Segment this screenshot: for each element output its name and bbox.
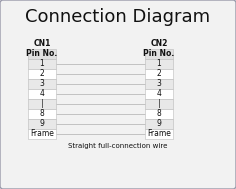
Text: CN2: CN2 xyxy=(150,39,168,47)
Bar xyxy=(28,129,56,139)
Text: 2: 2 xyxy=(40,70,44,78)
Text: 8: 8 xyxy=(157,109,161,119)
Bar xyxy=(145,129,173,139)
Text: 1: 1 xyxy=(40,60,44,68)
Bar xyxy=(28,49,56,59)
Bar xyxy=(145,109,173,119)
Text: 3: 3 xyxy=(156,80,161,88)
Text: Connection Diagram: Connection Diagram xyxy=(25,8,211,26)
Text: Straight full-connection wire: Straight full-connection wire xyxy=(68,143,168,149)
Bar xyxy=(28,89,56,99)
Text: 9: 9 xyxy=(40,119,44,129)
Text: 4: 4 xyxy=(40,90,44,98)
Text: |: | xyxy=(158,99,160,108)
Text: 2: 2 xyxy=(157,70,161,78)
Text: Frame: Frame xyxy=(30,129,54,139)
Text: 8: 8 xyxy=(40,109,44,119)
Bar xyxy=(28,109,56,119)
Bar xyxy=(28,119,56,129)
Bar xyxy=(145,79,173,89)
Bar xyxy=(145,119,173,129)
Bar xyxy=(145,49,173,59)
Bar xyxy=(145,69,173,79)
Text: 1: 1 xyxy=(157,60,161,68)
Bar xyxy=(28,79,56,89)
Text: |: | xyxy=(41,99,43,108)
Text: Pin No.: Pin No. xyxy=(26,50,58,59)
Bar xyxy=(28,59,56,69)
Bar xyxy=(145,89,173,99)
Text: Frame: Frame xyxy=(147,129,171,139)
Text: CN1: CN1 xyxy=(33,39,51,47)
Bar xyxy=(145,59,173,69)
Bar xyxy=(28,99,56,109)
Text: 3: 3 xyxy=(40,80,44,88)
Text: Pin No.: Pin No. xyxy=(143,50,175,59)
Text: 9: 9 xyxy=(156,119,161,129)
Bar xyxy=(28,69,56,79)
Bar xyxy=(145,99,173,109)
Text: 4: 4 xyxy=(156,90,161,98)
